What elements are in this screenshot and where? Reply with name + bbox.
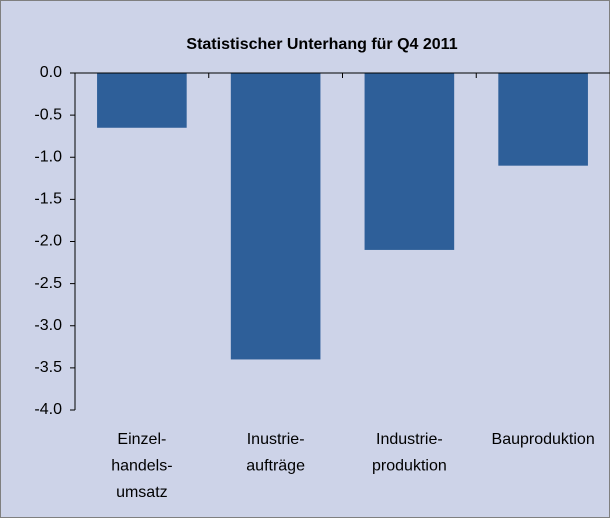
y-tick-label: -3.5	[34, 359, 62, 376]
x-tick-label: Bauproduktion	[492, 431, 595, 448]
bar	[97, 73, 187, 128]
y-tick-label: -3.0	[34, 317, 62, 334]
y-tick-label: -1.0	[34, 148, 62, 165]
x-tick-label: Industrie-	[376, 431, 443, 448]
x-tick-label: umsatz	[116, 484, 168, 501]
chart-title: Statistischer Unterhang für Q4 2011	[186, 36, 457, 53]
y-tick-label: -1.5	[34, 191, 62, 208]
bar	[498, 73, 588, 166]
y-tick-label: -0.5	[34, 106, 62, 123]
x-tick-label: Inustrie-	[247, 431, 305, 448]
y-tick-label: -2.0	[34, 233, 62, 250]
y-tick-label: -4.0	[34, 401, 62, 418]
bar	[230, 73, 321, 360]
x-tick-label: Einzel-	[117, 431, 166, 448]
y-tick-label: 0.0	[40, 64, 62, 81]
x-tick-label: produktion	[372, 458, 447, 475]
x-tick-label: aufträge	[246, 458, 305, 475]
x-tick-label: handels-	[111, 458, 172, 475]
bar	[364, 73, 455, 250]
y-tick-label: -2.5	[34, 275, 62, 292]
